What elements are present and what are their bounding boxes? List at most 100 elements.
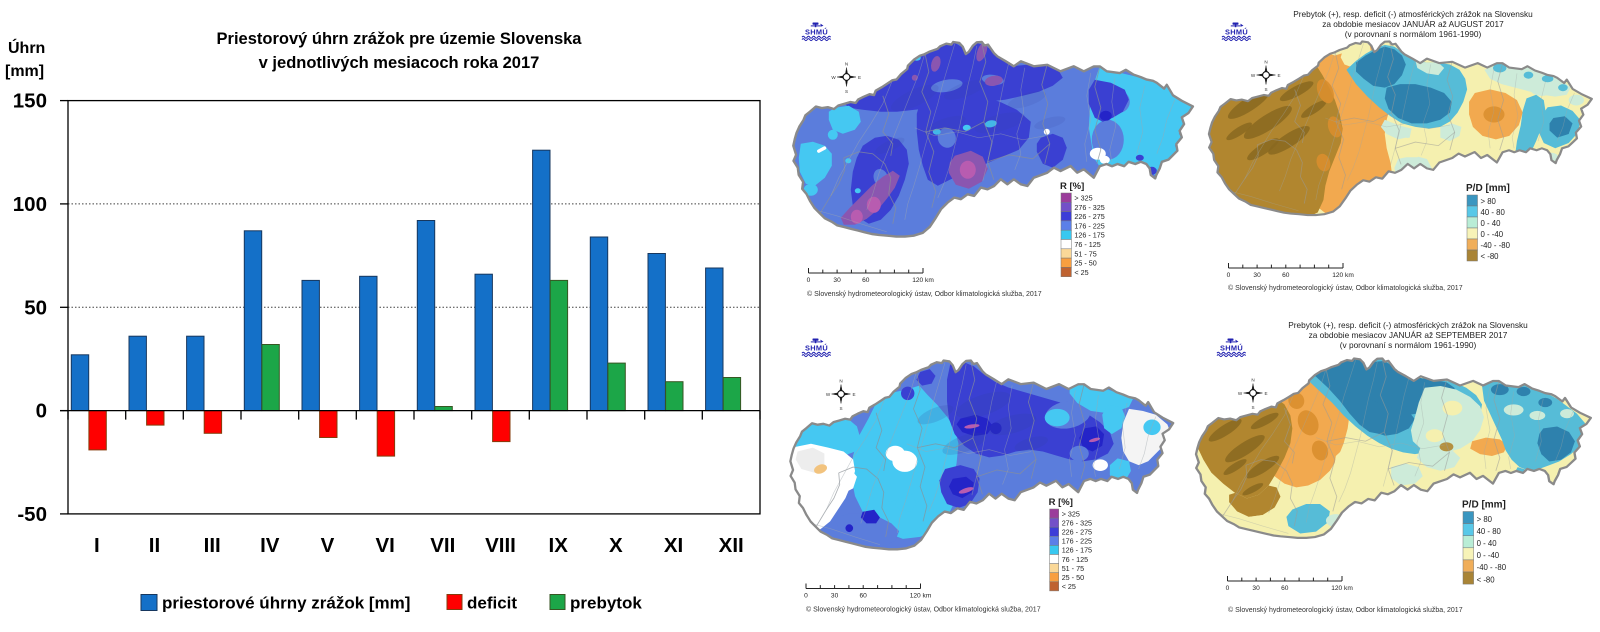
svg-text:N: N xyxy=(1264,60,1267,65)
svg-text:SHMÚ: SHMÚ xyxy=(805,28,828,37)
svg-text:120 km: 120 km xyxy=(912,277,934,284)
svg-text:126 - 175: 126 - 175 xyxy=(1062,546,1092,555)
svg-text:priestorové úhrny zrážok [mm]: priestorové úhrny zrážok [mm] xyxy=(162,594,410,613)
svg-text:W: W xyxy=(1251,73,1256,78)
svg-text:30: 30 xyxy=(1252,585,1260,592)
svg-text:VIII: VIII xyxy=(485,534,516,557)
svg-text:0: 0 xyxy=(807,277,811,284)
svg-text:© Slovenský hydrometeorologick: © Slovenský hydrometeorologický ústav, O… xyxy=(1228,284,1463,292)
svg-text:176 - 225: 176 - 225 xyxy=(1062,537,1092,546)
svg-text:E: E xyxy=(852,392,855,397)
svg-text:I: I xyxy=(94,534,100,557)
svg-text:[mm]: [mm] xyxy=(5,63,44,80)
svg-text:E: E xyxy=(1264,391,1267,396)
svg-text:S: S xyxy=(845,89,848,94)
svg-text:226 - 275: 226 - 275 xyxy=(1074,212,1104,221)
svg-text:(v porovnaní s normálom 1961-1: (v porovnaní s normálom 1961-1990) xyxy=(1345,29,1482,39)
svg-text:IV: IV xyxy=(260,534,280,557)
svg-text:> 325: > 325 xyxy=(1062,509,1080,518)
svg-text:0 - 40: 0 - 40 xyxy=(1477,539,1498,548)
svg-text:za obdobie mesiacov JANUÁR až: za obdobie mesiacov JANUÁR až SEPTEMBER … xyxy=(1309,330,1508,340)
svg-text:XI: XI xyxy=(664,534,683,557)
svg-text:© Slovenský hydrometeorologick: © Slovenský hydrometeorologický ústav, O… xyxy=(806,606,1041,614)
svg-text:W: W xyxy=(831,75,836,80)
svg-text:VI: VI xyxy=(376,534,395,557)
svg-text:W: W xyxy=(1238,391,1243,396)
svg-text:v jednotlivých mesiacoch roka: v jednotlivých mesiacoch roka 2017 xyxy=(259,54,540,72)
svg-text:0: 0 xyxy=(804,593,808,600)
svg-text:150: 150 xyxy=(13,90,47,113)
svg-text:120 km: 120 km xyxy=(1331,585,1353,592)
svg-text:XII: XII xyxy=(719,534,744,557)
svg-text:0 - -40: 0 - -40 xyxy=(1477,551,1500,560)
svg-text:76 - 125: 76 - 125 xyxy=(1074,240,1100,249)
svg-text:© Slovenský hydrometeorologick: © Slovenský hydrometeorologický ústav, O… xyxy=(807,290,1042,298)
svg-text:-40 - -80: -40 - -80 xyxy=(1477,563,1507,572)
svg-text:IX: IX xyxy=(549,534,569,557)
svg-text:0 - -40: 0 - -40 xyxy=(1481,230,1504,239)
svg-text:60: 60 xyxy=(1282,272,1290,279)
svg-text:25 - 50: 25 - 50 xyxy=(1062,573,1084,582)
svg-text:W: W xyxy=(826,392,831,397)
svg-text:226 - 275: 226 - 275 xyxy=(1062,528,1092,537)
svg-text:> 80: > 80 xyxy=(1481,197,1497,206)
svg-text:Prebytok (+), resp. deficit (-: Prebytok (+), resp. deficit (-) atmosfér… xyxy=(1293,9,1533,19)
svg-text:III: III xyxy=(204,534,221,557)
svg-text:0 - 40: 0 - 40 xyxy=(1481,219,1502,228)
svg-text:N: N xyxy=(839,379,842,384)
svg-text:0: 0 xyxy=(1227,272,1231,279)
svg-text:-40 - -80: -40 - -80 xyxy=(1481,241,1511,250)
svg-text:Úhrn: Úhrn xyxy=(8,38,45,57)
svg-text:60: 60 xyxy=(862,277,870,284)
svg-text:(v porovnaní s normálom 1961-1: (v porovnaní s normálom 1961-1990) xyxy=(1340,340,1477,350)
svg-text:S: S xyxy=(839,406,842,411)
svg-text:50: 50 xyxy=(24,296,47,319)
svg-text:P/D [mm]: P/D [mm] xyxy=(1466,183,1510,194)
svg-text:0: 0 xyxy=(36,400,47,423)
svg-text:Prebytok (+), resp. deficit (-: Prebytok (+), resp. deficit (-) atmosfér… xyxy=(1288,320,1528,330)
svg-text:51 - 75: 51 - 75 xyxy=(1074,249,1096,258)
svg-text:S: S xyxy=(1264,87,1267,92)
svg-text:R [%]: R [%] xyxy=(1049,497,1073,508)
svg-text:< -80: < -80 xyxy=(1481,252,1500,261)
svg-text:30: 30 xyxy=(831,593,839,600)
svg-text:© Slovenský hydrometeorologick: © Slovenský hydrometeorologický ústav, O… xyxy=(1228,606,1463,614)
svg-text:76 - 125: 76 - 125 xyxy=(1062,555,1088,564)
svg-text:25 - 50: 25 - 50 xyxy=(1074,259,1096,268)
svg-text:120 km: 120 km xyxy=(910,593,932,600)
svg-text:126 - 175: 126 - 175 xyxy=(1074,231,1104,240)
svg-text:-50: -50 xyxy=(17,503,47,526)
svg-text:40 - 80: 40 - 80 xyxy=(1477,527,1502,536)
svg-text:S: S xyxy=(1251,405,1254,410)
svg-text:60: 60 xyxy=(1281,585,1289,592)
svg-text:N: N xyxy=(845,62,848,67)
svg-text:> 80: > 80 xyxy=(1477,515,1493,524)
svg-text:E: E xyxy=(858,75,861,80)
svg-text:> 325: > 325 xyxy=(1074,194,1092,203)
svg-text:60: 60 xyxy=(860,593,868,600)
svg-text:276 - 325: 276 - 325 xyxy=(1074,203,1104,212)
svg-text:P/D [mm]: P/D [mm] xyxy=(1462,500,1506,511)
svg-text:SHMÚ: SHMÚ xyxy=(1225,28,1248,37)
svg-text:120 km: 120 km xyxy=(1332,272,1354,279)
svg-text:prebytok: prebytok xyxy=(570,594,642,613)
svg-text:< -80: < -80 xyxy=(1477,575,1496,584)
svg-text:SHMÚ: SHMÚ xyxy=(805,344,828,353)
svg-text:< 25: < 25 xyxy=(1062,582,1076,591)
svg-text:V: V xyxy=(321,534,335,557)
svg-text:276 - 325: 276 - 325 xyxy=(1062,518,1092,527)
svg-text:< 25: < 25 xyxy=(1074,268,1088,277)
svg-text:za obdobie mesiacov JANUÁR až: za obdobie mesiacov JANUÁR až AUGUST 201… xyxy=(1322,19,1504,29)
svg-text:176 - 225: 176 - 225 xyxy=(1074,221,1104,230)
svg-text:R [%]: R [%] xyxy=(1060,181,1084,192)
svg-text:X: X xyxy=(609,534,623,557)
svg-text:51 - 75: 51 - 75 xyxy=(1062,564,1084,573)
svg-text:E: E xyxy=(1277,73,1280,78)
svg-text:40 - 80: 40 - 80 xyxy=(1481,208,1506,217)
svg-text:VII: VII xyxy=(430,534,455,557)
svg-text:deficit: deficit xyxy=(467,594,517,613)
svg-text:Priestorový úhrn zrážok pre úz: Priestorový úhrn zrážok pre územie Slove… xyxy=(217,30,583,48)
svg-text:0: 0 xyxy=(1226,585,1230,592)
svg-text:SHMÚ: SHMÚ xyxy=(1220,344,1243,353)
svg-text:30: 30 xyxy=(1253,272,1261,279)
